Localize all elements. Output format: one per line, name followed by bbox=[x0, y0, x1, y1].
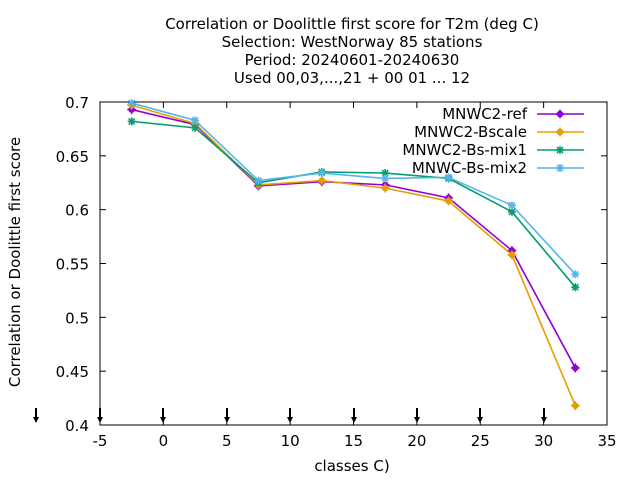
data-point bbox=[444, 173, 453, 182]
x-axis-label: classes C) bbox=[314, 457, 389, 475]
series bbox=[127, 99, 580, 411]
plot-area bbox=[99, 101, 608, 426]
data-point bbox=[191, 116, 200, 125]
legend-marker bbox=[556, 146, 564, 154]
data-point bbox=[507, 201, 516, 210]
down-arrow-head bbox=[160, 417, 166, 423]
data-point bbox=[571, 270, 580, 279]
down-arrow-head bbox=[224, 417, 230, 423]
title-line-3: Used 00,03,...,21 + 00 01 ... 12 bbox=[234, 69, 470, 87]
x-tick-label: 5 bbox=[222, 432, 232, 450]
legend-marker bbox=[555, 109, 565, 119]
data-point bbox=[381, 169, 390, 178]
data-point bbox=[571, 283, 580, 292]
down-arrow-head bbox=[351, 417, 357, 423]
legend-entry-3: MNWC-Bs-mix2 bbox=[412, 159, 584, 177]
marker-d2 bbox=[318, 169, 326, 177]
y-tick-label: 0.55 bbox=[56, 256, 89, 274]
title-line-0: Correlation or Doolittle first score for… bbox=[165, 15, 539, 33]
plot-border bbox=[99, 101, 608, 426]
down-arrow-head bbox=[541, 417, 547, 423]
down-arrow-head bbox=[33, 417, 39, 423]
marker-d2 bbox=[191, 116, 199, 124]
data-point bbox=[381, 174, 390, 183]
chart-title: Correlation or Doolittle first score for… bbox=[165, 15, 539, 87]
data-point bbox=[191, 123, 200, 132]
x-tick-label: 10 bbox=[281, 432, 300, 450]
data-point bbox=[380, 183, 390, 193]
down-arrow-marker bbox=[287, 408, 293, 423]
y-tick-label: 0.5 bbox=[65, 309, 89, 327]
marker-d2 bbox=[381, 169, 389, 177]
legend-entry-0: MNWC2-ref bbox=[442, 105, 584, 123]
x-tick-label: -5 bbox=[93, 432, 108, 450]
x-tick-label: 25 bbox=[471, 432, 490, 450]
marker-d2 bbox=[508, 201, 516, 209]
legend-marker bbox=[555, 127, 565, 137]
down-arrow-marker bbox=[160, 408, 166, 423]
marker-d2 bbox=[381, 174, 389, 183]
y-tick-label: 0.45 bbox=[56, 363, 89, 381]
data-point bbox=[317, 169, 326, 178]
marker-d2 bbox=[571, 283, 579, 291]
x-tick-label: 0 bbox=[159, 432, 169, 450]
down-arrow-marker bbox=[33, 408, 39, 423]
x-tick-label: 15 bbox=[344, 432, 363, 450]
marker-d2 bbox=[508, 208, 516, 216]
legend-label: MNWC2-ref bbox=[442, 105, 527, 123]
x-tick-label: 30 bbox=[534, 432, 553, 450]
data-point bbox=[254, 176, 263, 185]
down-arrow-head bbox=[414, 417, 420, 423]
legend-entry-2: MNWC2-Bs-mix1 bbox=[402, 141, 584, 159]
legend-label: MNWC2-Bs-mix1 bbox=[402, 141, 527, 159]
data-point bbox=[507, 250, 517, 260]
data-point bbox=[444, 196, 454, 206]
legend-label: MNWC2-Bscale bbox=[414, 123, 527, 141]
series-3 bbox=[127, 99, 580, 279]
legend-marker bbox=[556, 164, 564, 172]
y-tick-label: 0.65 bbox=[56, 148, 89, 166]
data-point bbox=[317, 176, 327, 186]
marker-d2 bbox=[556, 164, 564, 172]
data-point bbox=[570, 363, 580, 373]
data-point bbox=[127, 117, 136, 126]
legend-label: MNWC-Bs-mix2 bbox=[412, 159, 527, 177]
y-axis-label: Correlation or Doolittle first score bbox=[6, 137, 24, 387]
title-line-2: Period: 20240601-20240630 bbox=[245, 51, 460, 69]
down-arrow-head bbox=[477, 417, 483, 423]
y-tick-label: 0.4 bbox=[65, 417, 89, 435]
series-line bbox=[131, 104, 577, 406]
series-line bbox=[131, 102, 576, 275]
x-tick-label: 20 bbox=[407, 432, 426, 450]
x-tick-label: 35 bbox=[597, 432, 616, 450]
marker-d2 bbox=[191, 124, 199, 132]
marker-d2 bbox=[128, 99, 136, 107]
down-arrow-head bbox=[287, 417, 293, 423]
marker-d2 bbox=[254, 177, 263, 185]
marker-d2 bbox=[556, 146, 564, 154]
down-arrow-head bbox=[97, 417, 103, 423]
down-arrow-marker bbox=[477, 408, 483, 423]
marker-d2 bbox=[444, 173, 453, 181]
series-line bbox=[131, 120, 576, 288]
down-arrow-marker bbox=[414, 408, 420, 423]
title-line-1: Selection: WestNorway 85 stations bbox=[222, 33, 483, 51]
down-arrow-marker bbox=[351, 408, 357, 423]
data-point bbox=[507, 207, 516, 216]
down-arrow-marker bbox=[541, 408, 547, 423]
marker-d2 bbox=[128, 117, 136, 125]
down-arrow-marker bbox=[97, 408, 103, 423]
y-tick-label: 0.7 bbox=[65, 94, 89, 112]
y-tick-label: 0.6 bbox=[65, 202, 89, 220]
data-point bbox=[127, 99, 136, 108]
marker-d2 bbox=[571, 270, 579, 278]
legend-entry-1: MNWC2-Bscale bbox=[414, 123, 584, 141]
data-point bbox=[570, 401, 580, 411]
down-arrow-marker bbox=[224, 408, 230, 423]
legend: MNWC2-refMNWC2-BscaleMNWC2-Bs-mix1MNWC-B… bbox=[402, 105, 584, 177]
axes: -5 0 5 10 15 20 25 30 35 0.4 0.45 0.5 0.55 0.6 0.65 0.7 bbox=[33, 94, 617, 450]
